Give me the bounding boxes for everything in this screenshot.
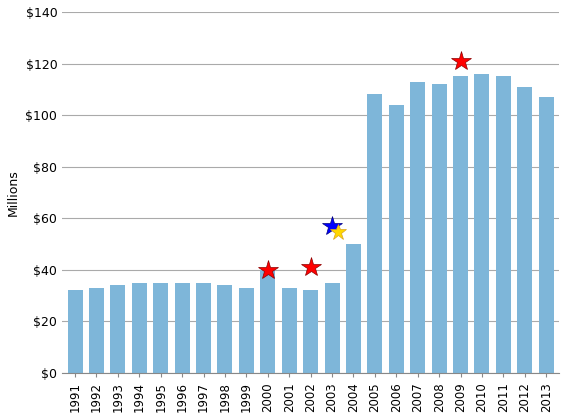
Bar [239, 288, 254, 373]
Bar [496, 76, 511, 373]
Bar [260, 270, 275, 373]
Bar [196, 283, 211, 373]
Bar [282, 288, 297, 373]
Bar [474, 74, 490, 373]
Bar [89, 288, 104, 373]
Y-axis label: Millions: Millions [7, 169, 20, 216]
Bar [517, 87, 532, 373]
Bar [110, 285, 126, 373]
Bar [303, 290, 318, 373]
Bar [217, 285, 233, 373]
Bar [389, 105, 404, 373]
Bar [346, 244, 361, 373]
Bar [539, 97, 554, 373]
Bar [432, 84, 447, 373]
Bar [453, 76, 468, 373]
Bar [153, 283, 168, 373]
Bar [410, 82, 425, 373]
Bar [132, 283, 147, 373]
Bar [324, 283, 340, 373]
Bar [175, 283, 190, 373]
Bar [67, 290, 83, 373]
Bar [367, 94, 383, 373]
